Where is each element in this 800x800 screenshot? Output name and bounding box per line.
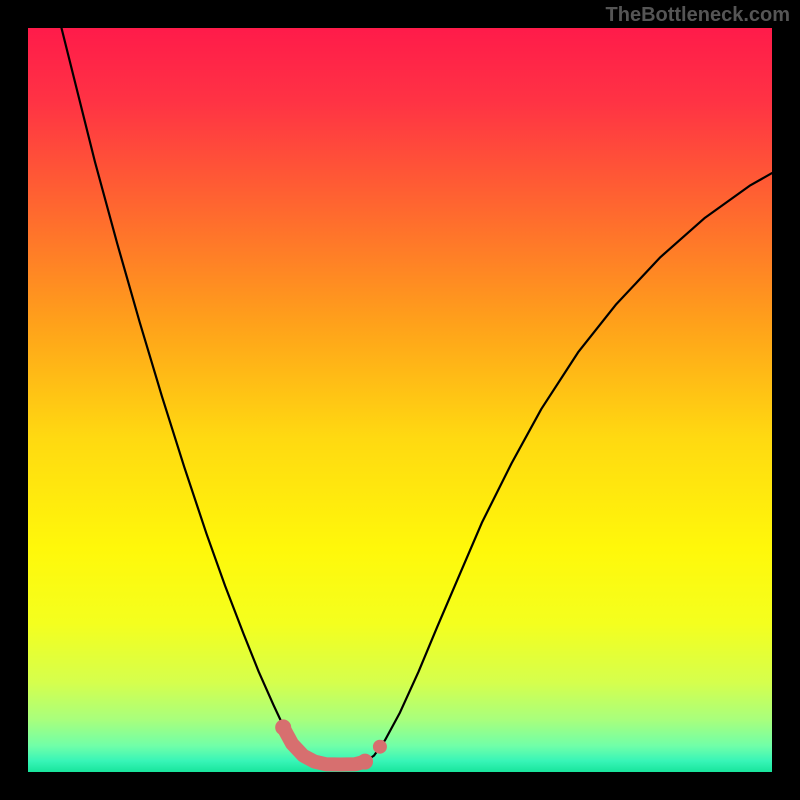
bottleneck-chart <box>0 0 800 800</box>
watermark-label: TheBottleneck.com <box>606 4 790 27</box>
highlight-start-cap <box>275 719 291 735</box>
highlight-end-cap <box>357 754 373 770</box>
highlight-detached-dot <box>373 740 387 754</box>
plot-background <box>28 28 772 772</box>
